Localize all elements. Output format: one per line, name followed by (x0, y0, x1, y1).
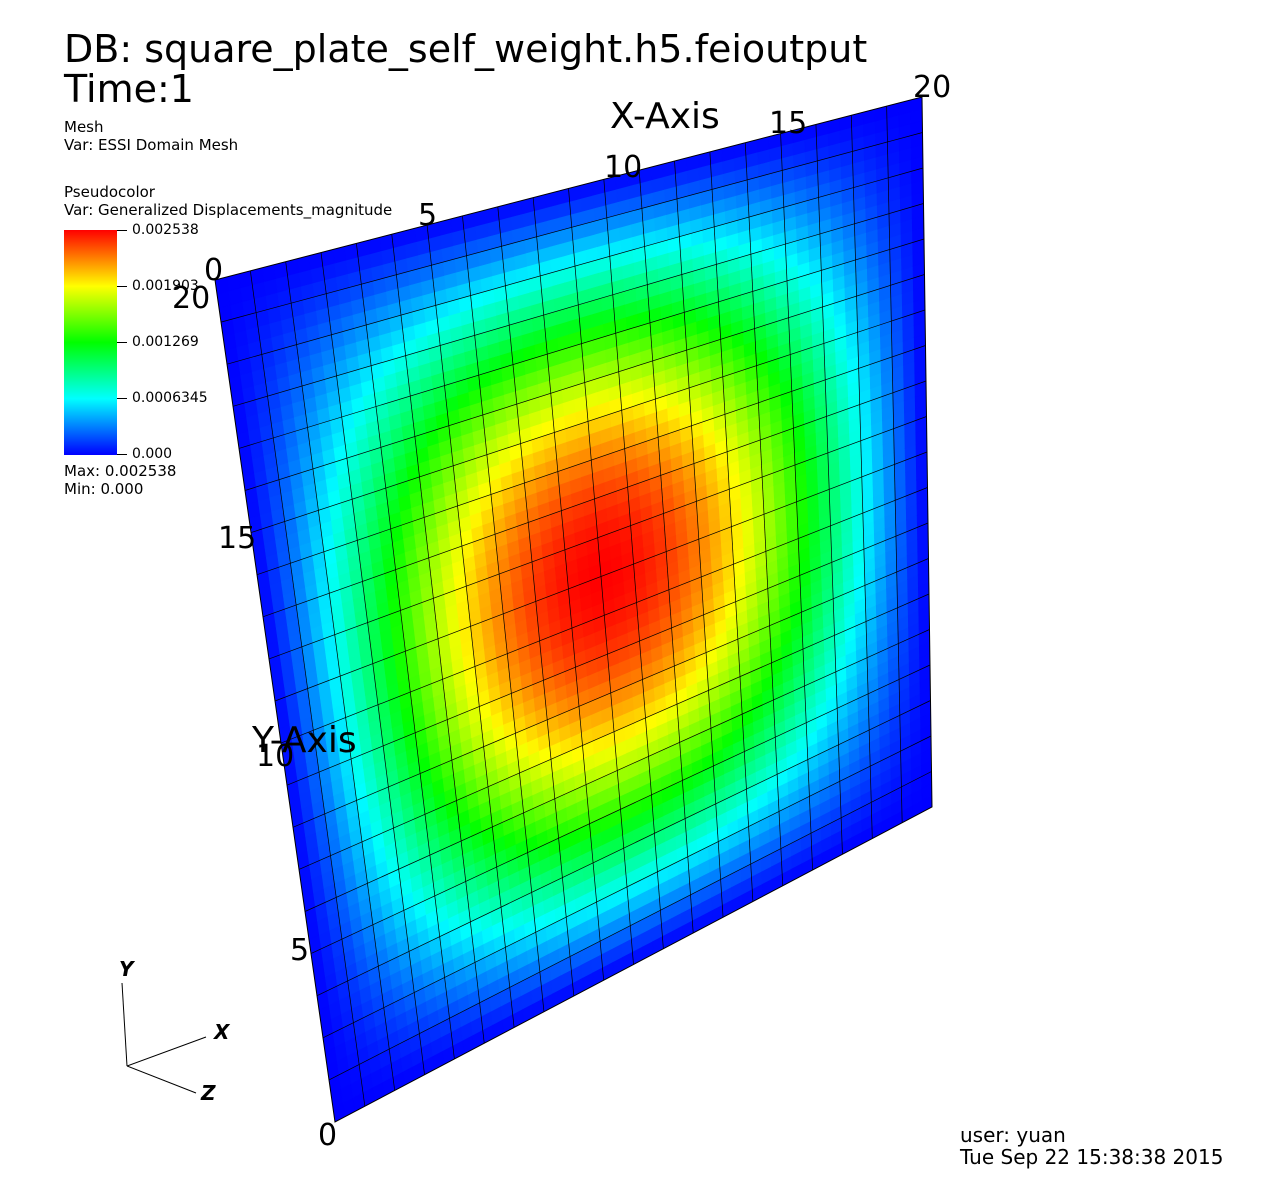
y-tick-5: 5 (290, 933, 309, 968)
user-label: user: yuan (960, 1123, 1066, 1147)
y-tick-15: 15 (218, 521, 256, 556)
legend-tick (117, 342, 127, 343)
database-title: DB: square_plate_self_weight.h5.feioutpu… (64, 27, 868, 71)
timestamp-label: Tue Sep 22 15:38:38 2015 (960, 1145, 1224, 1169)
pseudocolor-plot-title: Pseudocolor (64, 183, 155, 201)
triad-z-label: Z (200, 1081, 216, 1105)
pseudocolor-plot-variable: Var: Generalized Displacements_magnitude (64, 201, 393, 219)
legend-tick (117, 230, 127, 231)
mesh-plot-variable: Var: ESSI Domain Mesh (64, 136, 239, 154)
legend-min-value: Min: 0.000 (64, 480, 144, 498)
triad-x-label: X (212, 1020, 231, 1044)
y-tick-10: 10 (256, 739, 294, 774)
triad-y-label: Y (119, 957, 136, 981)
mesh-plot-title: Mesh (64, 118, 104, 136)
legend-tick-label: 0.001903 (132, 278, 199, 294)
x-tick-20: 20 (913, 70, 951, 105)
legend-tick (117, 454, 127, 455)
legend-tick-label: 0.002538 (132, 222, 199, 238)
x-axis-title: X-Axis (610, 96, 720, 137)
axis-triad: Y X Z (119, 957, 231, 1105)
legend-tick-label: 0.001269 (132, 334, 199, 350)
legend-tick-label: 0.000 (132, 446, 173, 462)
legend-max-value: Max: 0.002538 (64, 462, 177, 480)
legend-tick (117, 286, 127, 287)
time-label: Time:1 (64, 67, 194, 111)
color-legend-bar (64, 230, 117, 455)
x-tick-15: 15 (769, 106, 807, 141)
legend-tick-label: 0.0006345 (132, 390, 208, 406)
x-tick-10: 10 (604, 150, 642, 185)
y-tick-0: 0 (318, 1118, 337, 1153)
x-tick-5: 5 (418, 198, 437, 233)
legend-tick (117, 398, 127, 399)
